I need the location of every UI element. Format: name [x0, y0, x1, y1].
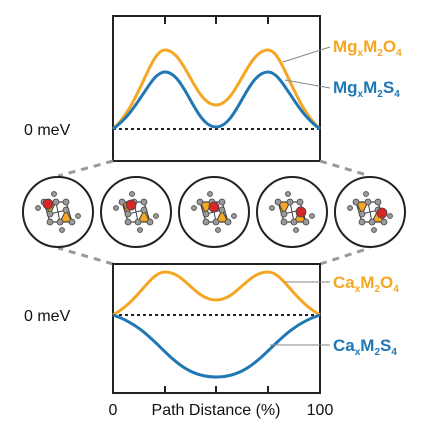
- x-axis-title: Path Distance (%): [152, 402, 281, 419]
- x-axis: 0 Path Distance (%) 100: [109, 402, 334, 419]
- top-zero-label: 0 meV: [24, 122, 71, 139]
- snapshot-3: [178, 176, 250, 248]
- x-axis-min-label: 0: [109, 402, 118, 419]
- top-sulfide-leader: [284, 79, 331, 89]
- top-sulfide-label: MgxM2S4: [333, 78, 400, 100]
- bottom-panel: 0 meV CaxM2O4 CaxM2S4: [24, 263, 399, 394]
- top-panel: 0 meV MgxM2O4 MgxM2S4: [24, 15, 402, 162]
- bottom-oxide-label: CaxM2O4: [333, 273, 399, 295]
- bottom-oxide-curve: [112, 270, 321, 317]
- top-oxide-curve: [111, 48, 322, 131]
- bottom-panel-ticks: [164, 386, 269, 393]
- top-sulfide-curve: [112, 70, 321, 131]
- top-panel-ticks: [164, 16, 269, 24]
- ion-3: [208, 201, 220, 213]
- ion-5: [376, 207, 388, 219]
- snapshot-2: [100, 176, 172, 248]
- snapshot-1: [22, 176, 94, 248]
- x-axis-max-label: 100: [307, 402, 334, 419]
- bottom-sulfide-label: CaxM2S4: [333, 336, 397, 358]
- top-oxide-leader: [282, 46, 331, 63]
- structure-snapshots: [22, 176, 406, 248]
- top-oxide-label: MgxM2O4: [333, 37, 402, 59]
- bottom-sulfide-curve: [112, 313, 321, 379]
- bottom-panel-frame: [112, 263, 321, 394]
- bottom-zero-label: 0 meV: [24, 308, 71, 325]
- ion-2: [125, 199, 137, 211]
- ion-4: [295, 206, 307, 218]
- ion-1: [42, 198, 54, 210]
- top-panel-frame: [112, 15, 321, 162]
- snapshot-5: [334, 176, 406, 248]
- snapshot-4: [256, 176, 328, 248]
- panel-connectors: [57, 159, 371, 266]
